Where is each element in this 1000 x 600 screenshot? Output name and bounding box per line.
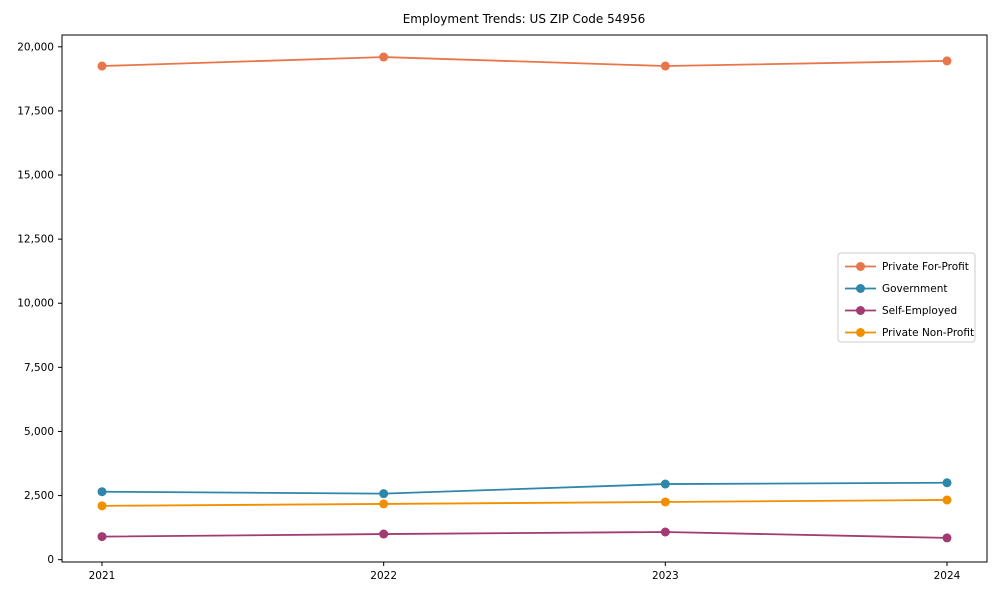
data-point-private-for-profit-2021: [97, 61, 107, 71]
data-point-private-non-profit-2022: [379, 499, 389, 509]
data-point-government-2022: [379, 489, 389, 499]
plot-area: 0 2,500 5,000 7,500 10,000 12,500 15,000 17,500…: [17, 34, 988, 582]
data-point-private-non-profit-2023: [660, 497, 670, 507]
data-point-government-2021: [97, 487, 107, 497]
y-axis-tick-label: 17,500: [17, 105, 54, 117]
x-axis-tick-label: 2021: [89, 570, 116, 582]
data-point-self-employed-2022: [379, 529, 389, 539]
y-axis-tick-label: 12,500: [17, 234, 54, 246]
y-axis-tick-label: 0: [47, 554, 54, 566]
plot-border: [61, 34, 988, 563]
chart-title: Employment Trends: US ZIP Code 54956: [403, 12, 646, 26]
series-line-self-employed: [101, 531, 948, 539]
y-axis-tick-label: 7,500: [24, 362, 54, 374]
y-axis-tick-label: 20,000: [17, 41, 54, 53]
legend-box: [837, 252, 976, 343]
legend-label-government: Government: [882, 283, 947, 295]
data-point-private-non-profit-2021: [97, 501, 107, 511]
legend-marker-government: [856, 284, 865, 293]
series-line-government: [101, 481, 948, 495]
y-axis-tick-label: 5,000: [24, 426, 54, 438]
series-line-private-for-profit: [101, 56, 948, 67]
legend-label-private-non-profit: Private Non-Profit: [882, 327, 974, 339]
data-point-private-non-profit-2024: [942, 495, 952, 505]
x-axis-tick-label: 2023: [652, 570, 679, 582]
series-line-private-non-profit: [101, 499, 948, 507]
data-point-self-employed-2024: [942, 533, 952, 543]
data-point-government-2023: [660, 479, 670, 489]
data-point-private-for-profit-2023: [660, 61, 670, 71]
legend-label-private-for-profit: Private For-Profit: [882, 261, 969, 273]
y-axis-tick-label: 2,500: [24, 490, 54, 502]
data-point-private-for-profit-2024: [942, 56, 952, 66]
x-axis-tick-label: 2024: [934, 570, 961, 582]
legend-label-self-employed: Self-Employed: [882, 305, 957, 317]
x-axis-tick-label: 2022: [370, 570, 397, 582]
legend-marker-self-employed: [856, 306, 865, 315]
y-axis-tick-label: 10,000: [17, 298, 54, 310]
legend-marker-private-non-profit: [856, 328, 865, 337]
y-axis-tick-label: 15,000: [17, 170, 54, 182]
data-point-self-employed-2021: [97, 532, 107, 542]
legend-marker-private-for-profit: [856, 262, 865, 271]
data-point-self-employed-2023: [660, 527, 670, 537]
data-point-private-for-profit-2022: [379, 52, 389, 62]
data-point-government-2024: [942, 478, 952, 488]
